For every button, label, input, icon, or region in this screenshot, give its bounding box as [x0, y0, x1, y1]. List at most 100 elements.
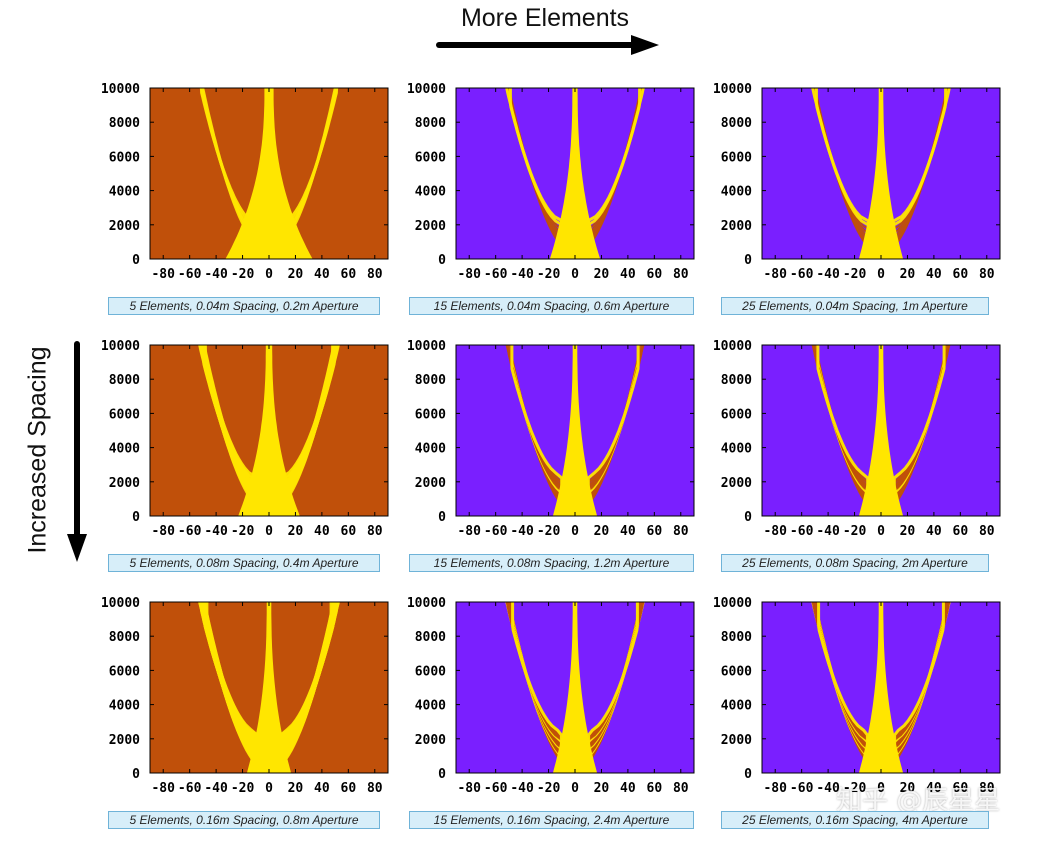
main-lobe — [552, 345, 598, 516]
y-tick-label: 6000 — [415, 150, 446, 165]
heatmap-chart: -80 -60 -40 -20 0 20 40 60 80 0 2000 4000 6000 8000 10… — [101, 596, 389, 796]
x-tick-label: 80 — [979, 267, 995, 282]
x-tick-label: 40 — [620, 781, 636, 796]
x-tick-label: -60 — [790, 781, 814, 796]
x-tick-label: -80 — [763, 781, 787, 796]
x-tick-label: -80 — [763, 267, 787, 282]
x-tick-label: -40 — [510, 524, 534, 539]
y-tick-label: 4000 — [109, 442, 140, 457]
x-tick-label: 40 — [620, 267, 636, 282]
heatmap-panel: -80 -60 -40 -20 0 20 40 60 80 0 2000 4000 6000 8000 10… — [702, 337, 1012, 587]
y-tick-label: 4000 — [721, 699, 752, 714]
x-tick-label: -20 — [843, 524, 867, 539]
x-tick-label: 60 — [647, 267, 663, 282]
main-lobe — [858, 345, 904, 516]
heatmap-panel: -80 -60 -40 -20 0 20 40 60 80 0 2000 4000 6000 8000 10… — [90, 80, 400, 330]
y-tick-label: 0 — [744, 253, 752, 268]
x-tick-label: 40 — [926, 524, 942, 539]
x-tick-label: 60 — [953, 781, 969, 796]
heatmap-field — [198, 345, 340, 516]
x-tick-label: 20 — [594, 267, 610, 282]
y-tick-label: 0 — [438, 253, 446, 268]
y-tick-label: 0 — [132, 510, 140, 525]
x-tick-label: -60 — [484, 524, 508, 539]
y-tick-label: 8000 — [415, 630, 446, 645]
x-tick-label: -20 — [231, 781, 255, 796]
panel-caption: 5 Elements, 0.04m Spacing, 0.2m Aperture — [108, 297, 380, 315]
y-tick-label: 2000 — [415, 733, 446, 748]
x-tick-label: 80 — [979, 524, 995, 539]
down-arrow-icon — [67, 341, 87, 562]
x-tick-label: 20 — [594, 524, 610, 539]
x-tick-label: 20 — [900, 781, 916, 796]
main-lobe — [246, 602, 292, 773]
y-tick-label: 0 — [744, 767, 752, 782]
x-tick-label: 20 — [900, 524, 916, 539]
x-tick-label: 0 — [571, 267, 579, 282]
panel-caption: 5 Elements, 0.16m Spacing, 0.8m Aperture — [108, 811, 380, 829]
y-tick-label: 8000 — [721, 116, 752, 131]
heatmap-chart: -80 -60 -40 -20 0 20 40 60 80 0 2000 4000 6000 8000 10… — [407, 82, 695, 282]
y-tick-label: 10000 — [407, 82, 446, 97]
x-tick-label: -80 — [763, 524, 787, 539]
x-tick-label: -60 — [484, 267, 508, 282]
y-tick-label: 10000 — [101, 82, 140, 97]
heatmap-chart: -80 -60 -40 -20 0 20 40 60 80 0 2000 4000 6000 8000 10… — [407, 596, 695, 796]
heatmap-chart: -80 -60 -40 -20 0 20 40 60 80 0 2000 4000 6000 8000 10… — [101, 339, 389, 539]
x-tick-label: 80 — [367, 781, 383, 796]
y-tick-label: 4000 — [415, 185, 446, 200]
heatmap-panel: -80 -60 -40 -20 0 20 40 60 80 0 2000 4000 6000 8000 10… — [702, 594, 1012, 844]
heatmap-field — [198, 602, 340, 773]
x-tick-label: -60 — [178, 267, 202, 282]
heatmap-chart: -80 -60 -40 -20 0 20 40 60 80 0 2000 4000 6000 8000 10… — [713, 339, 1001, 539]
heatmap-panel: -80 -60 -40 -20 0 20 40 60 80 0 2000 4000 6000 8000 10… — [396, 594, 706, 844]
x-tick-label: 80 — [673, 267, 689, 282]
y-tick-label: 2000 — [415, 219, 446, 234]
y-tick-label: 10000 — [101, 339, 140, 354]
x-tick-label: 40 — [314, 267, 330, 282]
side-title-text: Increased Spacing — [23, 346, 52, 554]
x-tick-label: 20 — [288, 524, 304, 539]
y-tick-label: 6000 — [721, 150, 752, 165]
x-tick-label: -60 — [790, 524, 814, 539]
x-tick-label: 20 — [288, 781, 304, 796]
heatmap-field — [505, 88, 645, 259]
y-tick-label: 8000 — [109, 116, 140, 131]
x-tick-label: -40 — [204, 524, 228, 539]
y-tick-label: 10000 — [101, 596, 140, 611]
panel-caption: 25 Elements, 0.16m Spacing, 4m Aperture — [721, 811, 989, 829]
panel-caption: 25 Elements, 0.08m Spacing, 2m Aperture — [721, 554, 989, 572]
x-tick-label: 60 — [953, 267, 969, 282]
x-tick-label: 40 — [926, 267, 942, 282]
heatmap-field — [199, 88, 339, 259]
y-tick-label: 10000 — [713, 339, 752, 354]
y-tick-label: 2000 — [109, 219, 140, 234]
main-lobe — [225, 88, 313, 259]
x-tick-label: -60 — [484, 781, 508, 796]
y-tick-label: 0 — [438, 767, 446, 782]
right-arrow-icon — [436, 35, 659, 55]
y-tick-label: 0 — [744, 510, 752, 525]
main-lobe — [858, 88, 904, 259]
y-tick-label: 2000 — [721, 219, 752, 234]
heatmap-panel: -80 -60 -40 -20 0 20 40 60 80 0 2000 4000 6000 8000 10… — [702, 80, 1012, 330]
x-tick-label: 20 — [594, 781, 610, 796]
y-tick-label: 6000 — [721, 664, 752, 679]
y-tick-label: 0 — [132, 767, 140, 782]
y-tick-label: 0 — [132, 253, 140, 268]
x-tick-label: 80 — [673, 524, 689, 539]
x-tick-label: 60 — [953, 524, 969, 539]
panel-caption: 15 Elements, 0.04m Spacing, 0.6m Apertur… — [409, 297, 694, 315]
panel-caption: 15 Elements, 0.16m Spacing, 2.4m Apertur… — [409, 811, 694, 829]
y-tick-label: 2000 — [415, 476, 446, 491]
x-tick-label: -40 — [204, 267, 228, 282]
y-tick-label: 6000 — [415, 407, 446, 422]
x-tick-label: 80 — [673, 781, 689, 796]
x-tick-label: -60 — [178, 524, 202, 539]
x-tick-label: -20 — [231, 267, 255, 282]
x-tick-label: 40 — [620, 524, 636, 539]
heatmap-panel: -80 -60 -40 -20 0 20 40 60 80 0 2000 4000 6000 8000 10… — [396, 337, 706, 587]
main-lobe — [552, 602, 598, 773]
y-tick-label: 4000 — [415, 442, 446, 457]
x-tick-label: -80 — [457, 524, 481, 539]
